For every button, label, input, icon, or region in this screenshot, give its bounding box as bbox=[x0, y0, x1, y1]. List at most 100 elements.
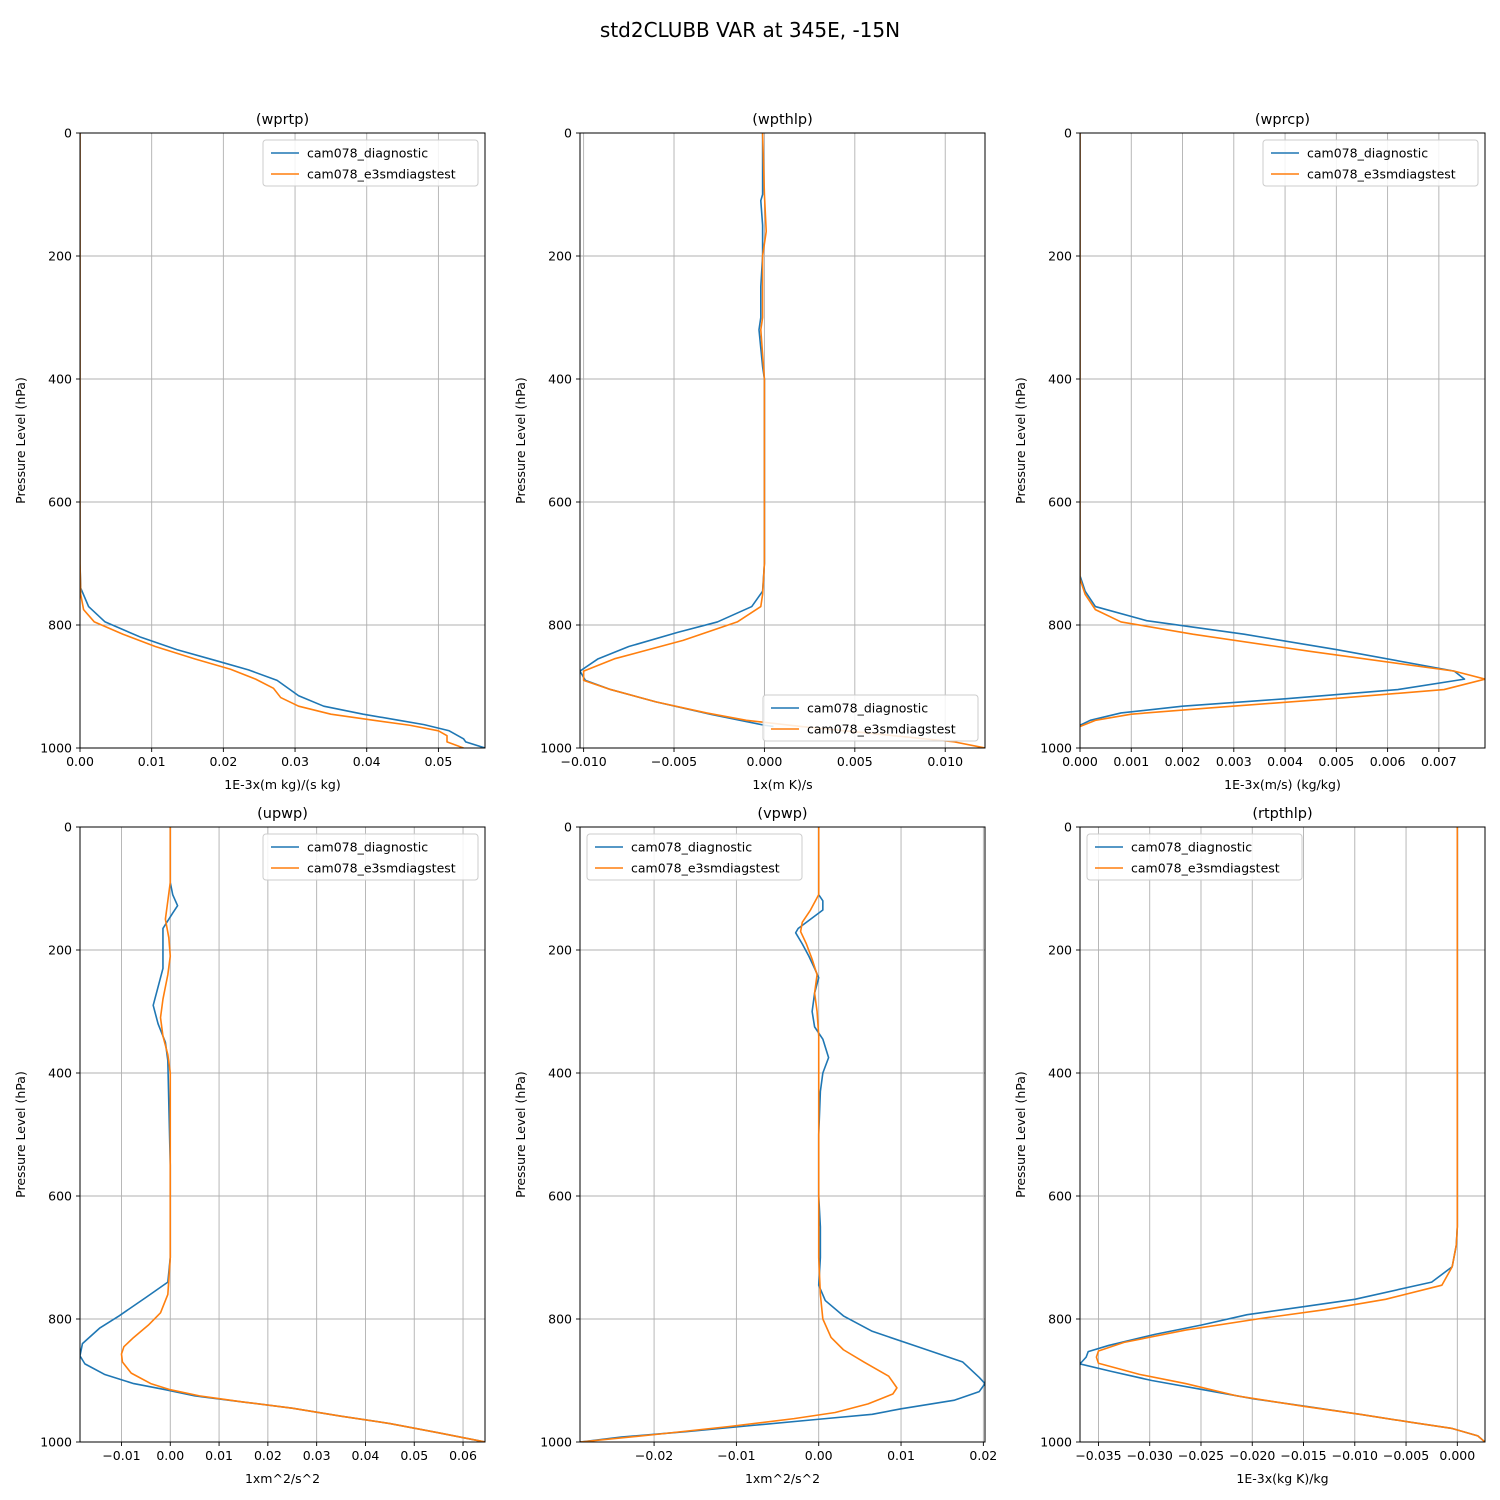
y-axis-label: Pressure Level (hPa) bbox=[13, 1071, 28, 1198]
legend-label: cam078_e3smdiagstest bbox=[307, 861, 456, 876]
y-tick-label: 400 bbox=[548, 372, 572, 387]
x-tick-label: −0.02 bbox=[635, 1448, 673, 1463]
x-tick-label: −0.010 bbox=[1332, 1448, 1378, 1463]
y-tick-label: 600 bbox=[48, 1189, 72, 1204]
x-tick-label: 0.000 bbox=[747, 754, 783, 769]
x-tick-label: −0.030 bbox=[1127, 1448, 1173, 1463]
figure-background bbox=[0, 0, 1500, 1500]
x-tick-label: 0.001 bbox=[1113, 754, 1149, 769]
y-tick-label: 0 bbox=[564, 820, 572, 835]
x-tick-label: 0.003 bbox=[1216, 754, 1252, 769]
x-tick-label: −0.010 bbox=[560, 754, 606, 769]
y-tick-label: 600 bbox=[1048, 495, 1072, 510]
y-tick-label: 200 bbox=[1048, 249, 1072, 264]
x-tick-label: 0.004 bbox=[1267, 754, 1303, 769]
legend: cam078_diagnostic cam078_e3smdiagstest bbox=[263, 834, 478, 880]
subplot-title: (upwp) bbox=[257, 806, 308, 822]
y-tick-label: 800 bbox=[548, 1312, 572, 1327]
y-tick-label: 1000 bbox=[40, 741, 72, 756]
legend-label: cam078_e3smdiagstest bbox=[807, 722, 956, 737]
legend-label: cam078_e3smdiagstest bbox=[1307, 167, 1456, 182]
y-tick-label: 1000 bbox=[1040, 741, 1072, 756]
y-tick-label: 600 bbox=[1048, 1189, 1072, 1204]
y-tick-label: 400 bbox=[48, 1066, 72, 1081]
x-tick-label: 0.05 bbox=[424, 754, 452, 769]
x-tick-label: −0.01 bbox=[717, 1448, 755, 1463]
y-tick-label: 0 bbox=[1064, 820, 1072, 835]
legend-label: cam078_diagnostic bbox=[631, 840, 752, 855]
x-axis-label: 1E-3x(m/s) (kg/kg) bbox=[1224, 777, 1341, 792]
x-tick-label: 0.000 bbox=[1439, 1448, 1475, 1463]
legend-label: cam078_diagnostic bbox=[307, 840, 428, 855]
y-axis-label: Pressure Level (hPa) bbox=[13, 377, 28, 504]
subplot-title: (wprtp) bbox=[256, 112, 309, 128]
x-tick-label: 0.00 bbox=[66, 754, 94, 769]
x-tick-label: 0.007 bbox=[1421, 754, 1457, 769]
x-axis-label: 1E-3x(m kg)/(s kg) bbox=[224, 777, 340, 792]
legend: cam078_diagnostic cam078_e3smdiagstest bbox=[263, 140, 478, 186]
legend-label: cam078_e3smdiagstest bbox=[307, 167, 456, 182]
y-axis-label: Pressure Level (hPa) bbox=[1013, 377, 1028, 504]
x-tick-label: 0.04 bbox=[352, 1448, 380, 1463]
y-tick-label: 800 bbox=[1048, 618, 1072, 633]
y-tick-label: 400 bbox=[1048, 1066, 1072, 1081]
y-tick-label: 200 bbox=[48, 249, 72, 264]
legend: cam078_diagnostic cam078_e3smdiagstest bbox=[763, 695, 978, 741]
y-tick-label: 0 bbox=[564, 126, 572, 141]
y-tick-label: 200 bbox=[548, 249, 572, 264]
subplot-title: (vpwp) bbox=[757, 806, 807, 822]
x-tick-label: −0.020 bbox=[1229, 1448, 1275, 1463]
x-tick-label: 0.02 bbox=[254, 1448, 282, 1463]
x-tick-label: 0.002 bbox=[1165, 754, 1201, 769]
y-tick-label: 0 bbox=[1064, 126, 1072, 141]
x-tick-label: 0.06 bbox=[449, 1448, 477, 1463]
x-tick-label: 0.010 bbox=[927, 754, 963, 769]
x-tick-label: 0.006 bbox=[1370, 754, 1406, 769]
x-tick-label: −0.035 bbox=[1075, 1448, 1121, 1463]
subplot-title: (wpthlp) bbox=[752, 112, 813, 128]
legend-label: cam078_diagnostic bbox=[1307, 146, 1428, 161]
y-tick-label: 200 bbox=[548, 943, 572, 958]
y-tick-label: 200 bbox=[48, 943, 72, 958]
x-axis-label: 1x(m K)/s bbox=[752, 777, 812, 792]
y-tick-label: 200 bbox=[1048, 943, 1072, 958]
x-axis-label: 1xm^2/s^2 bbox=[745, 1471, 820, 1486]
legend: cam078_diagnostic cam078_e3smdiagstest bbox=[1263, 140, 1478, 186]
x-tick-label: 0.03 bbox=[303, 1448, 331, 1463]
x-tick-label: 0.005 bbox=[837, 754, 873, 769]
subplot-title: (rtpthlp) bbox=[1252, 806, 1312, 822]
x-tick-label: 0.00 bbox=[156, 1448, 184, 1463]
legend-label: cam078_e3smdiagstest bbox=[631, 861, 780, 876]
y-tick-label: 1000 bbox=[540, 741, 572, 756]
x-tick-label: 0.005 bbox=[1318, 754, 1354, 769]
x-tick-label: −0.025 bbox=[1178, 1448, 1224, 1463]
x-tick-label: 0.01 bbox=[138, 754, 166, 769]
legend-label: cam078_diagnostic bbox=[307, 146, 428, 161]
x-tick-label: −0.015 bbox=[1280, 1448, 1326, 1463]
y-tick-label: 400 bbox=[48, 372, 72, 387]
figure-suptitle: std2CLUBB VAR at 345E, -15N bbox=[600, 18, 900, 42]
x-tick-label: 0.02 bbox=[209, 754, 237, 769]
y-axis-label: Pressure Level (hPa) bbox=[513, 377, 528, 504]
y-tick-label: 800 bbox=[548, 618, 572, 633]
x-tick-label: 0.03 bbox=[281, 754, 309, 769]
y-tick-label: 1000 bbox=[540, 1435, 572, 1450]
x-tick-label: −0.01 bbox=[102, 1448, 140, 1463]
x-tick-label: 0.02 bbox=[969, 1448, 997, 1463]
y-tick-label: 0 bbox=[64, 820, 72, 835]
y-tick-label: 800 bbox=[48, 1312, 72, 1327]
y-tick-label: 1000 bbox=[1040, 1435, 1072, 1450]
x-tick-label: 0.01 bbox=[887, 1448, 915, 1463]
y-axis-label: Pressure Level (hPa) bbox=[513, 1071, 528, 1198]
y-tick-label: 800 bbox=[1048, 1312, 1072, 1327]
y-tick-label: 400 bbox=[1048, 372, 1072, 387]
y-tick-label: 600 bbox=[548, 1189, 572, 1204]
legend: cam078_diagnostic cam078_e3smdiagstest bbox=[587, 834, 802, 880]
x-tick-label: −0.005 bbox=[651, 754, 697, 769]
legend-label: cam078_e3smdiagstest bbox=[1131, 861, 1280, 876]
x-tick-label: −0.005 bbox=[1383, 1448, 1429, 1463]
x-tick-label: 0.05 bbox=[400, 1448, 428, 1463]
x-tick-label: 0.00 bbox=[805, 1448, 833, 1463]
y-tick-label: 600 bbox=[548, 495, 572, 510]
x-axis-label: 1xm^2/s^2 bbox=[245, 1471, 320, 1486]
